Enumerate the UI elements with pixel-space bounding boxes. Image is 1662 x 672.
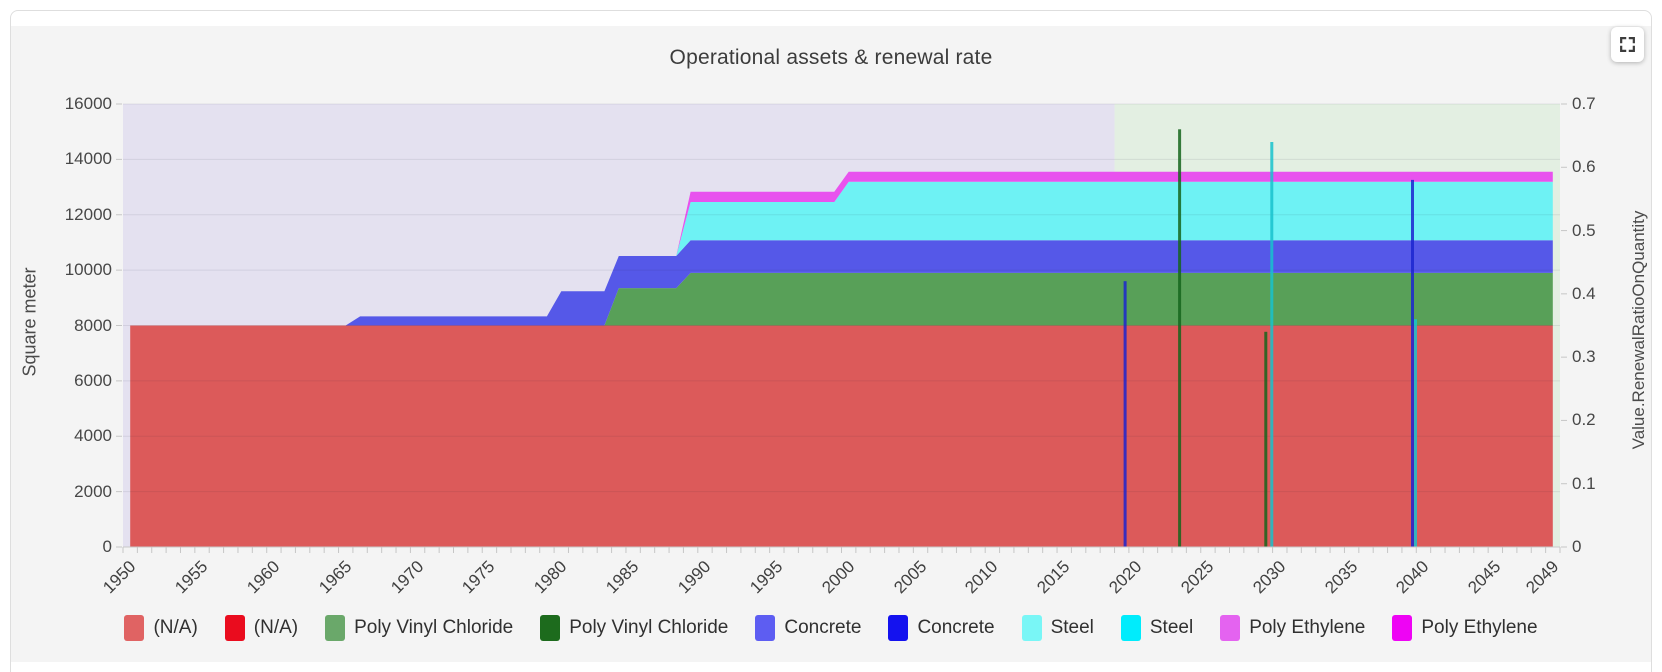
- legend-swatch: [1220, 615, 1241, 641]
- legend-item-poly-ethylene[interactable]: Poly Ethylene: [1220, 615, 1365, 641]
- renewal-spike-steel-2040: [1414, 319, 1417, 547]
- fullscreen-button[interactable]: [1611, 27, 1644, 62]
- legend-item-steel[interactable]: Steel: [1120, 615, 1194, 641]
- left-axis-tick-label: 12000: [64, 204, 112, 224]
- legend: (N/A) (N/A) Poly Vinyl Chloride Poly Vinyl …: [0, 615, 1662, 641]
- left-axis-tick-label: 6000: [74, 370, 112, 390]
- legend-item-concrete[interactable]: Concrete: [755, 615, 861, 641]
- legend-swatch: [124, 615, 145, 641]
- legend-item--n-a-[interactable]: (N/A): [224, 615, 299, 641]
- left-axis-tick-label: 4000: [74, 426, 112, 446]
- left-axis-tick-label: 16000: [64, 94, 112, 113]
- area-series-concrete: [130, 240, 1553, 326]
- legend-item-poly-vinyl-chloride[interactable]: Poly Vinyl Chloride: [325, 615, 513, 641]
- legend-swatch: [755, 615, 776, 641]
- legend-label: Concrete: [917, 617, 995, 638]
- right-axis-tick-label: 0.7: [1572, 94, 1596, 113]
- legend-label: Poly Vinyl Chloride: [569, 617, 729, 638]
- area-series-steel: [130, 181, 1553, 326]
- legend-item--n-a-[interactable]: (N/A): [124, 615, 198, 641]
- right-axis-tick-label: 0.3: [1572, 347, 1596, 367]
- left-axis-tick-label: 0: [102, 537, 112, 556]
- legend-label: Poly Vinyl Chloride: [354, 617, 514, 638]
- legend-item-poly-vinyl-chloride[interactable]: Poly Vinyl Chloride: [540, 615, 728, 641]
- right-axis-title: Value.RenewalRatioOnQuantity: [1629, 210, 1648, 450]
- left-axis-tick-label: 10000: [64, 260, 112, 280]
- left-axis-tick-label: 14000: [64, 149, 112, 169]
- right-axis-tick-label: 0.1: [1572, 473, 1596, 493]
- legend-label: Concrete: [784, 617, 862, 638]
- legend-label: Poly Ethylene: [1249, 617, 1366, 638]
- legend-swatch: [325, 615, 346, 641]
- right-axis-tick-label: 0: [1572, 537, 1582, 556]
- right-axis-tick-label: 0.2: [1572, 410, 1596, 430]
- legend-label: Steel: [1149, 617, 1194, 638]
- legend-swatch: [224, 615, 245, 641]
- legend-item-poly-ethylene[interactable]: Poly Ethylene: [1392, 615, 1538, 641]
- renewal-spike-poly-vinyl-chloride-2024: [1178, 129, 1182, 548]
- renewal-spike-steel-2030: [1270, 142, 1274, 547]
- legend-swatch: [1021, 615, 1042, 641]
- left-axis-title: Square meter: [19, 267, 40, 377]
- area-series--n-a-: [130, 325, 1553, 547]
- right-axis-tick-label: 0.6: [1572, 157, 1596, 177]
- plot-area[interactable]: [116, 103, 1567, 556]
- renewal-spike-concrete-2020: [1123, 281, 1127, 547]
- right-axis-tick-label: 0.5: [1572, 220, 1596, 240]
- legend-swatch: [540, 615, 561, 641]
- left-axis-tick-label: 2000: [74, 481, 112, 501]
- legend-item-concrete[interactable]: Concrete: [888, 615, 995, 641]
- legend-swatch: [1392, 615, 1413, 641]
- renewal-spike-poly-vinyl-chloride-2030: [1264, 331, 1268, 547]
- area-series-poly-vinyl-chloride: [130, 272, 1553, 326]
- left-axis-tick-label: 8000: [74, 315, 112, 335]
- legend-swatch: [1120, 615, 1141, 641]
- right-axis-tick-label: 0.4: [1572, 283, 1596, 303]
- legend-label: (N/A): [153, 617, 198, 638]
- fullscreen-icon: [1618, 35, 1637, 54]
- legend-item-steel[interactable]: Steel: [1021, 615, 1094, 641]
- legend-label: (N/A): [253, 617, 299, 638]
- renewal-spike-concrete-2040: [1411, 179, 1414, 547]
- legend-label: Poly Ethylene: [1421, 617, 1538, 638]
- legend-label: Steel: [1050, 617, 1094, 638]
- legend-swatch: [888, 615, 909, 641]
- chart-title: Operational assets & renewal rate: [669, 46, 993, 69]
